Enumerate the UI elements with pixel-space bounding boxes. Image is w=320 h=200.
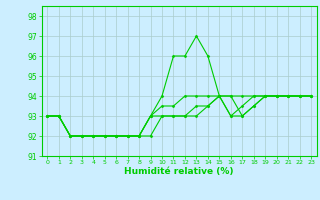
- X-axis label: Humidité relative (%): Humidité relative (%): [124, 167, 234, 176]
